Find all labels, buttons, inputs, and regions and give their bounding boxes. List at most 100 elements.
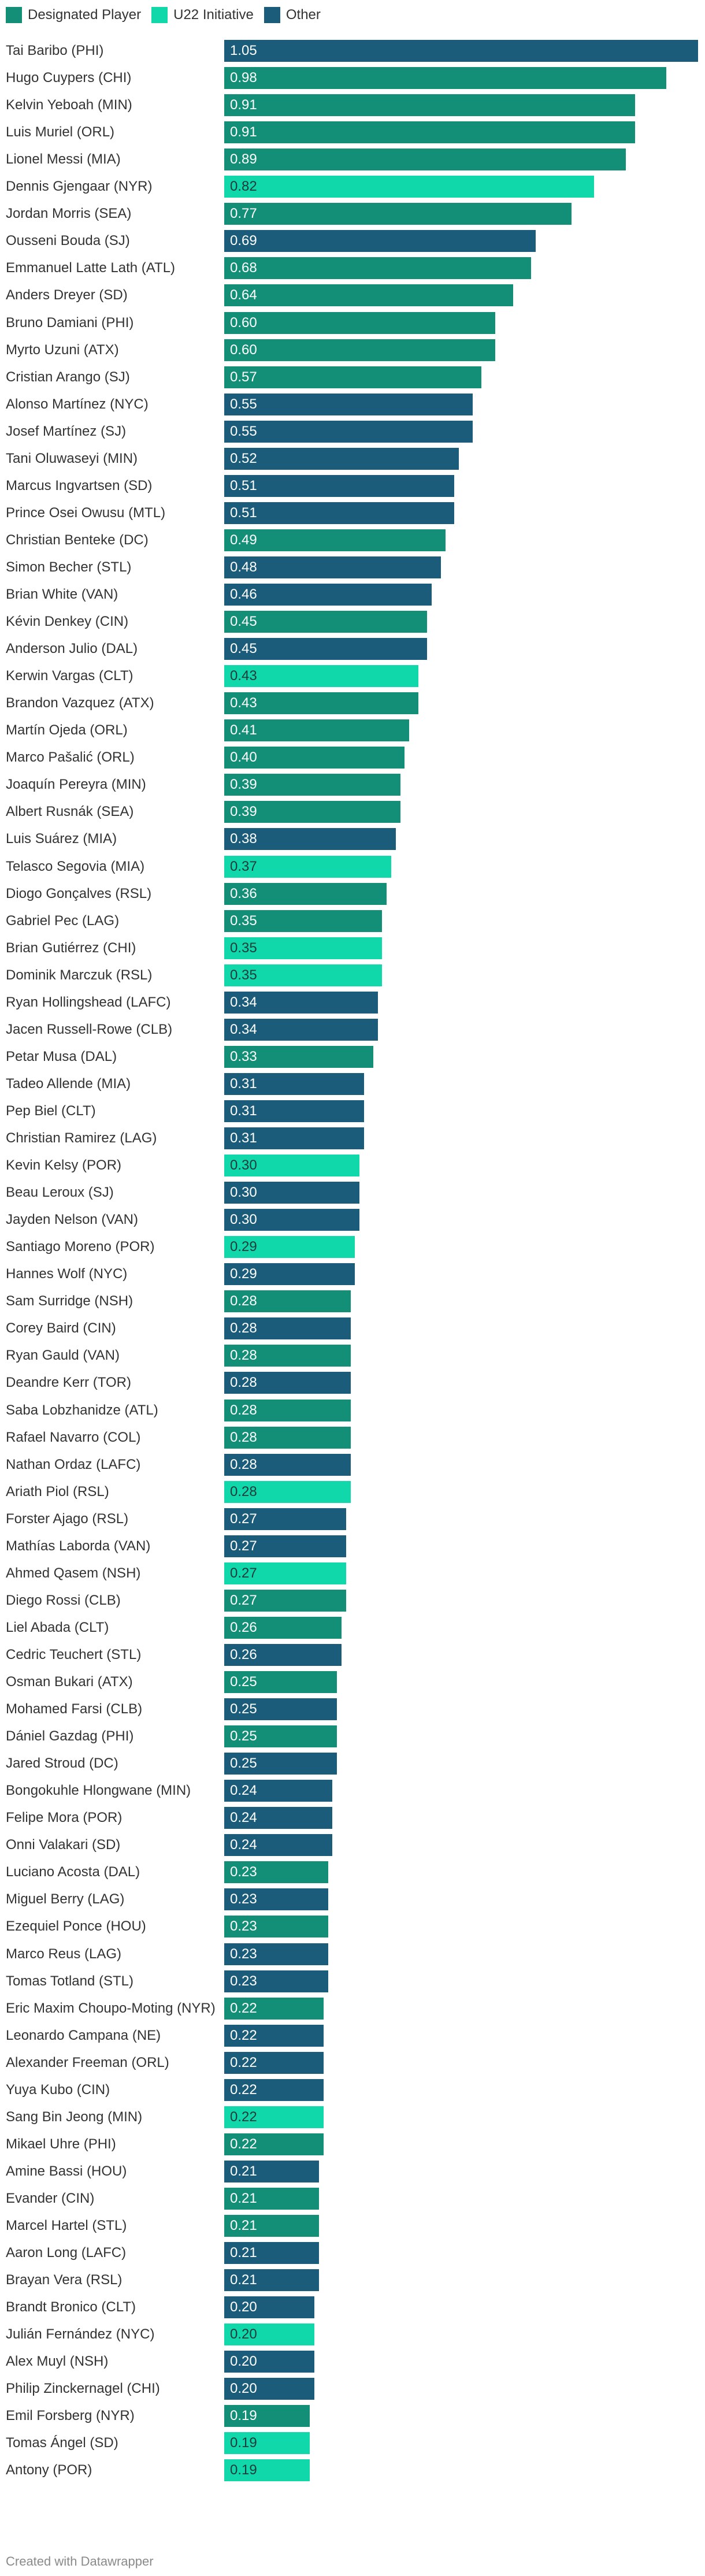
bar-value-label: 0.31 (230, 1130, 257, 1146)
bar (224, 1209, 360, 1231)
legend-item-u22-initiative: U22 Initiative (151, 7, 254, 23)
bar-label: Christian Benteke (DC) (6, 532, 149, 548)
credit-text: Created with Datawrapper (6, 2554, 154, 2568)
bar-value-label: 0.23 (230, 1864, 257, 1880)
bar (224, 1643, 342, 1666)
bar (224, 1698, 337, 1721)
bar-value-label: 0.33 (230, 1048, 257, 1064)
legend-label-other: Other (285, 7, 321, 23)
bar-label: Forster Ajago (RSL) (6, 1510, 129, 1527)
bar (224, 937, 383, 959)
bar-label: Sang Bin Jeong (MIN) (6, 2109, 143, 2125)
bar (224, 257, 532, 280)
bar-value-label: 0.39 (230, 777, 257, 793)
bar (224, 2106, 324, 2128)
legend-swatch-u22-initiative (151, 7, 168, 23)
bar-value-label: 0.41 (230, 722, 257, 738)
bar (224, 719, 410, 742)
bar-label: Rafael Navarro (COL) (6, 1429, 141, 1445)
bar-value-label: 0.29 (230, 1266, 257, 1282)
bar-label: Myrto Uzuni (ATX) (6, 342, 119, 358)
bar-value-label: 0.26 (230, 1646, 257, 1662)
bar (224, 447, 459, 470)
bar (224, 1018, 378, 1041)
bar-label: Osman Bukari (ATX) (6, 1674, 133, 1690)
bar-label: Josef Martínez (SJ) (6, 423, 127, 439)
bar-label: Mathías Laborda (VAN) (6, 1538, 151, 1554)
bar (224, 420, 473, 443)
legend-label-designated-player: Designated Player (28, 7, 142, 23)
bar-value-label: 0.45 (230, 641, 257, 657)
bar-label: Ariath Piol (RSL) (6, 1483, 109, 1499)
bar-label: Liel Abada (CLT) (6, 1619, 109, 1635)
bar-value-label: 0.20 (230, 2381, 257, 2397)
bar-label: Antony (POR) (6, 2462, 92, 2478)
bar-label: Petar Musa (DAL) (6, 1048, 117, 1064)
bar (224, 203, 572, 225)
bar-label: Emil Forsberg (NYR) (6, 2408, 135, 2424)
bar-value-label: 0.28 (230, 1293, 257, 1309)
legend-swatch-designated-player (6, 7, 22, 23)
bar (224, 1127, 365, 1149)
bar-label: Dániel Gazdag (PHI) (6, 1728, 134, 1744)
legend-label-u22-initiative: U22 Initiative (173, 7, 254, 23)
bar-value-label: 0.45 (230, 614, 257, 630)
bar (224, 1155, 360, 1177)
bar-label: Bongokuhle Hlongwane (MIN) (6, 1783, 191, 1799)
bar-label: Julián Fernández (NYC) (6, 2326, 155, 2343)
bar-label: Luis Suárez (MIA) (6, 831, 117, 847)
bar-label: Hannes Wolf (NYC) (6, 1266, 128, 1282)
bar-label: Martín Ojeda (ORL) (6, 722, 128, 738)
bar-value-label: 0.40 (230, 749, 257, 766)
bar (224, 1399, 351, 1421)
bar-value-label: 0.22 (230, 2027, 257, 2043)
bar-value-label: 0.57 (230, 369, 257, 385)
bar-value-label: 0.27 (230, 1538, 257, 1554)
bar-label: Felipe Mora (POR) (6, 1810, 123, 1826)
bar-label: Telasco Segovia (MIA) (6, 858, 145, 874)
bar-value-label: 0.22 (230, 2136, 257, 2152)
bar (224, 2078, 324, 2101)
bar-value-label: 0.31 (230, 1103, 257, 1119)
bar-value-label: 0.29 (230, 1239, 257, 1255)
bar-value-label: 0.51 (230, 504, 257, 521)
bar-value-label: 0.77 (230, 206, 257, 222)
bar (224, 176, 595, 198)
bar (224, 1453, 351, 1476)
bar-value-label: 0.25 (230, 1701, 257, 1717)
bar-label: Jordan Morris (SEA) (6, 206, 132, 222)
bar-label: Gabriel Pec (LAG) (6, 912, 120, 929)
bar (224, 1045, 373, 1068)
bar (224, 801, 400, 823)
bar-label: Albert Rusnák (SEA) (6, 804, 134, 820)
bar-label: Sam Surridge (NSH) (6, 1293, 133, 1309)
bar (224, 1943, 328, 1965)
bar-value-label: 0.89 (230, 151, 257, 168)
bar-value-label: 0.91 (230, 97, 257, 113)
bar (224, 1753, 337, 1775)
bar-label: Deandre Kerr (TOR) (6, 1375, 131, 1391)
bar (224, 366, 482, 388)
bar-label: Brian White (VAN) (6, 587, 118, 602)
bar-value-label: 0.27 (230, 1510, 257, 1527)
bar-label: Alex Muyl (NSH) (6, 2354, 109, 2370)
bar-label: Jacen Russell-Rowe (CLB) (6, 1021, 173, 1037)
bar (224, 393, 473, 415)
bar-value-label: 0.22 (230, 2000, 257, 2016)
bar-label: Emmanuel Latte Lath (ATL) (6, 260, 176, 276)
bar-value-label: 0.36 (230, 885, 257, 901)
bar (224, 2242, 319, 2265)
bar-label: Diego Rossi (CLB) (6, 1592, 121, 1608)
bar-label: Joaquín Pereyra (MIN) (6, 777, 146, 793)
bar-value-label: 0.22 (230, 2109, 257, 2125)
bar-value-label: 0.43 (230, 695, 257, 711)
bar-value-label: 0.48 (230, 559, 257, 575)
bar-value-label: 0.49 (230, 532, 257, 548)
bar-label: Ahmed Qasem (NSH) (6, 1565, 141, 1581)
bar (224, 1807, 333, 1829)
bar-value-label: 0.20 (230, 2354, 257, 2370)
bar (224, 638, 428, 660)
bar-value-label: 0.26 (230, 1619, 257, 1635)
bar (224, 1345, 351, 1367)
bar-label: Brayan Vera (RSL) (6, 2272, 123, 2288)
